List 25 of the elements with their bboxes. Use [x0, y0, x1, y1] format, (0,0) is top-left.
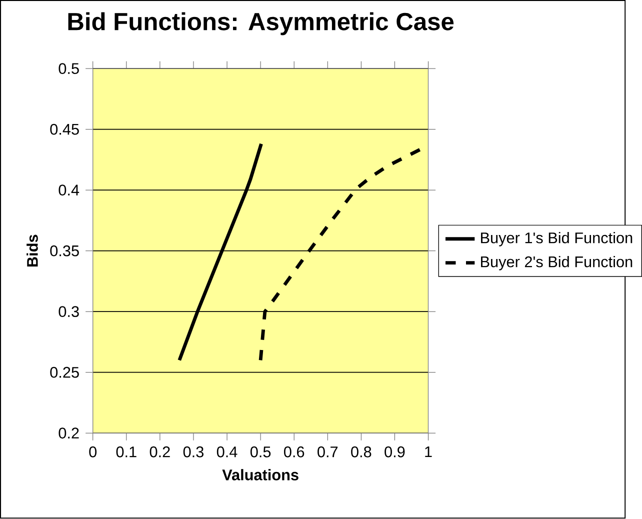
y-tick-label: 0.2	[58, 428, 79, 439]
line-series	[258, 147, 424, 362]
y-tick-label: 0.4	[58, 184, 80, 196]
line-series	[178, 142, 263, 362]
y-tick-label: 0.45	[50, 124, 79, 135]
x-tick-label: 0.2	[150, 446, 170, 458]
y-tick-label: 0.25	[50, 367, 79, 378]
x-tick-label: 0.5	[250, 446, 271, 458]
legend-label: Buyer 1's Bid Function	[481, 232, 632, 246]
legend-label: Buyer 2's Bid Function	[481, 256, 632, 270]
x-axis-title: Valuations	[222, 469, 298, 481]
x-tick-label: 0.4	[216, 446, 238, 458]
x-tick-label: 0.9	[384, 446, 405, 458]
y-tick-label: 0.35	[50, 246, 79, 256]
chart-title: Bid Functions: Asymmetric Case	[68, 12, 454, 36]
y-axis-title: Bids	[26, 234, 38, 267]
y-tick-label: 0.5	[58, 63, 79, 74]
x-tick-label: 0.7	[318, 446, 338, 458]
x-tick-label: 0.3	[183, 446, 204, 458]
x-tick-label: 0.8	[351, 446, 372, 458]
x-tick-label: 0.1	[116, 446, 136, 458]
y-tick-label: 0.3	[58, 306, 79, 318]
x-tick-label: 1	[425, 446, 432, 458]
x-tick-label: 0	[89, 446, 97, 458]
x-tick-label: 0.6	[284, 446, 304, 458]
